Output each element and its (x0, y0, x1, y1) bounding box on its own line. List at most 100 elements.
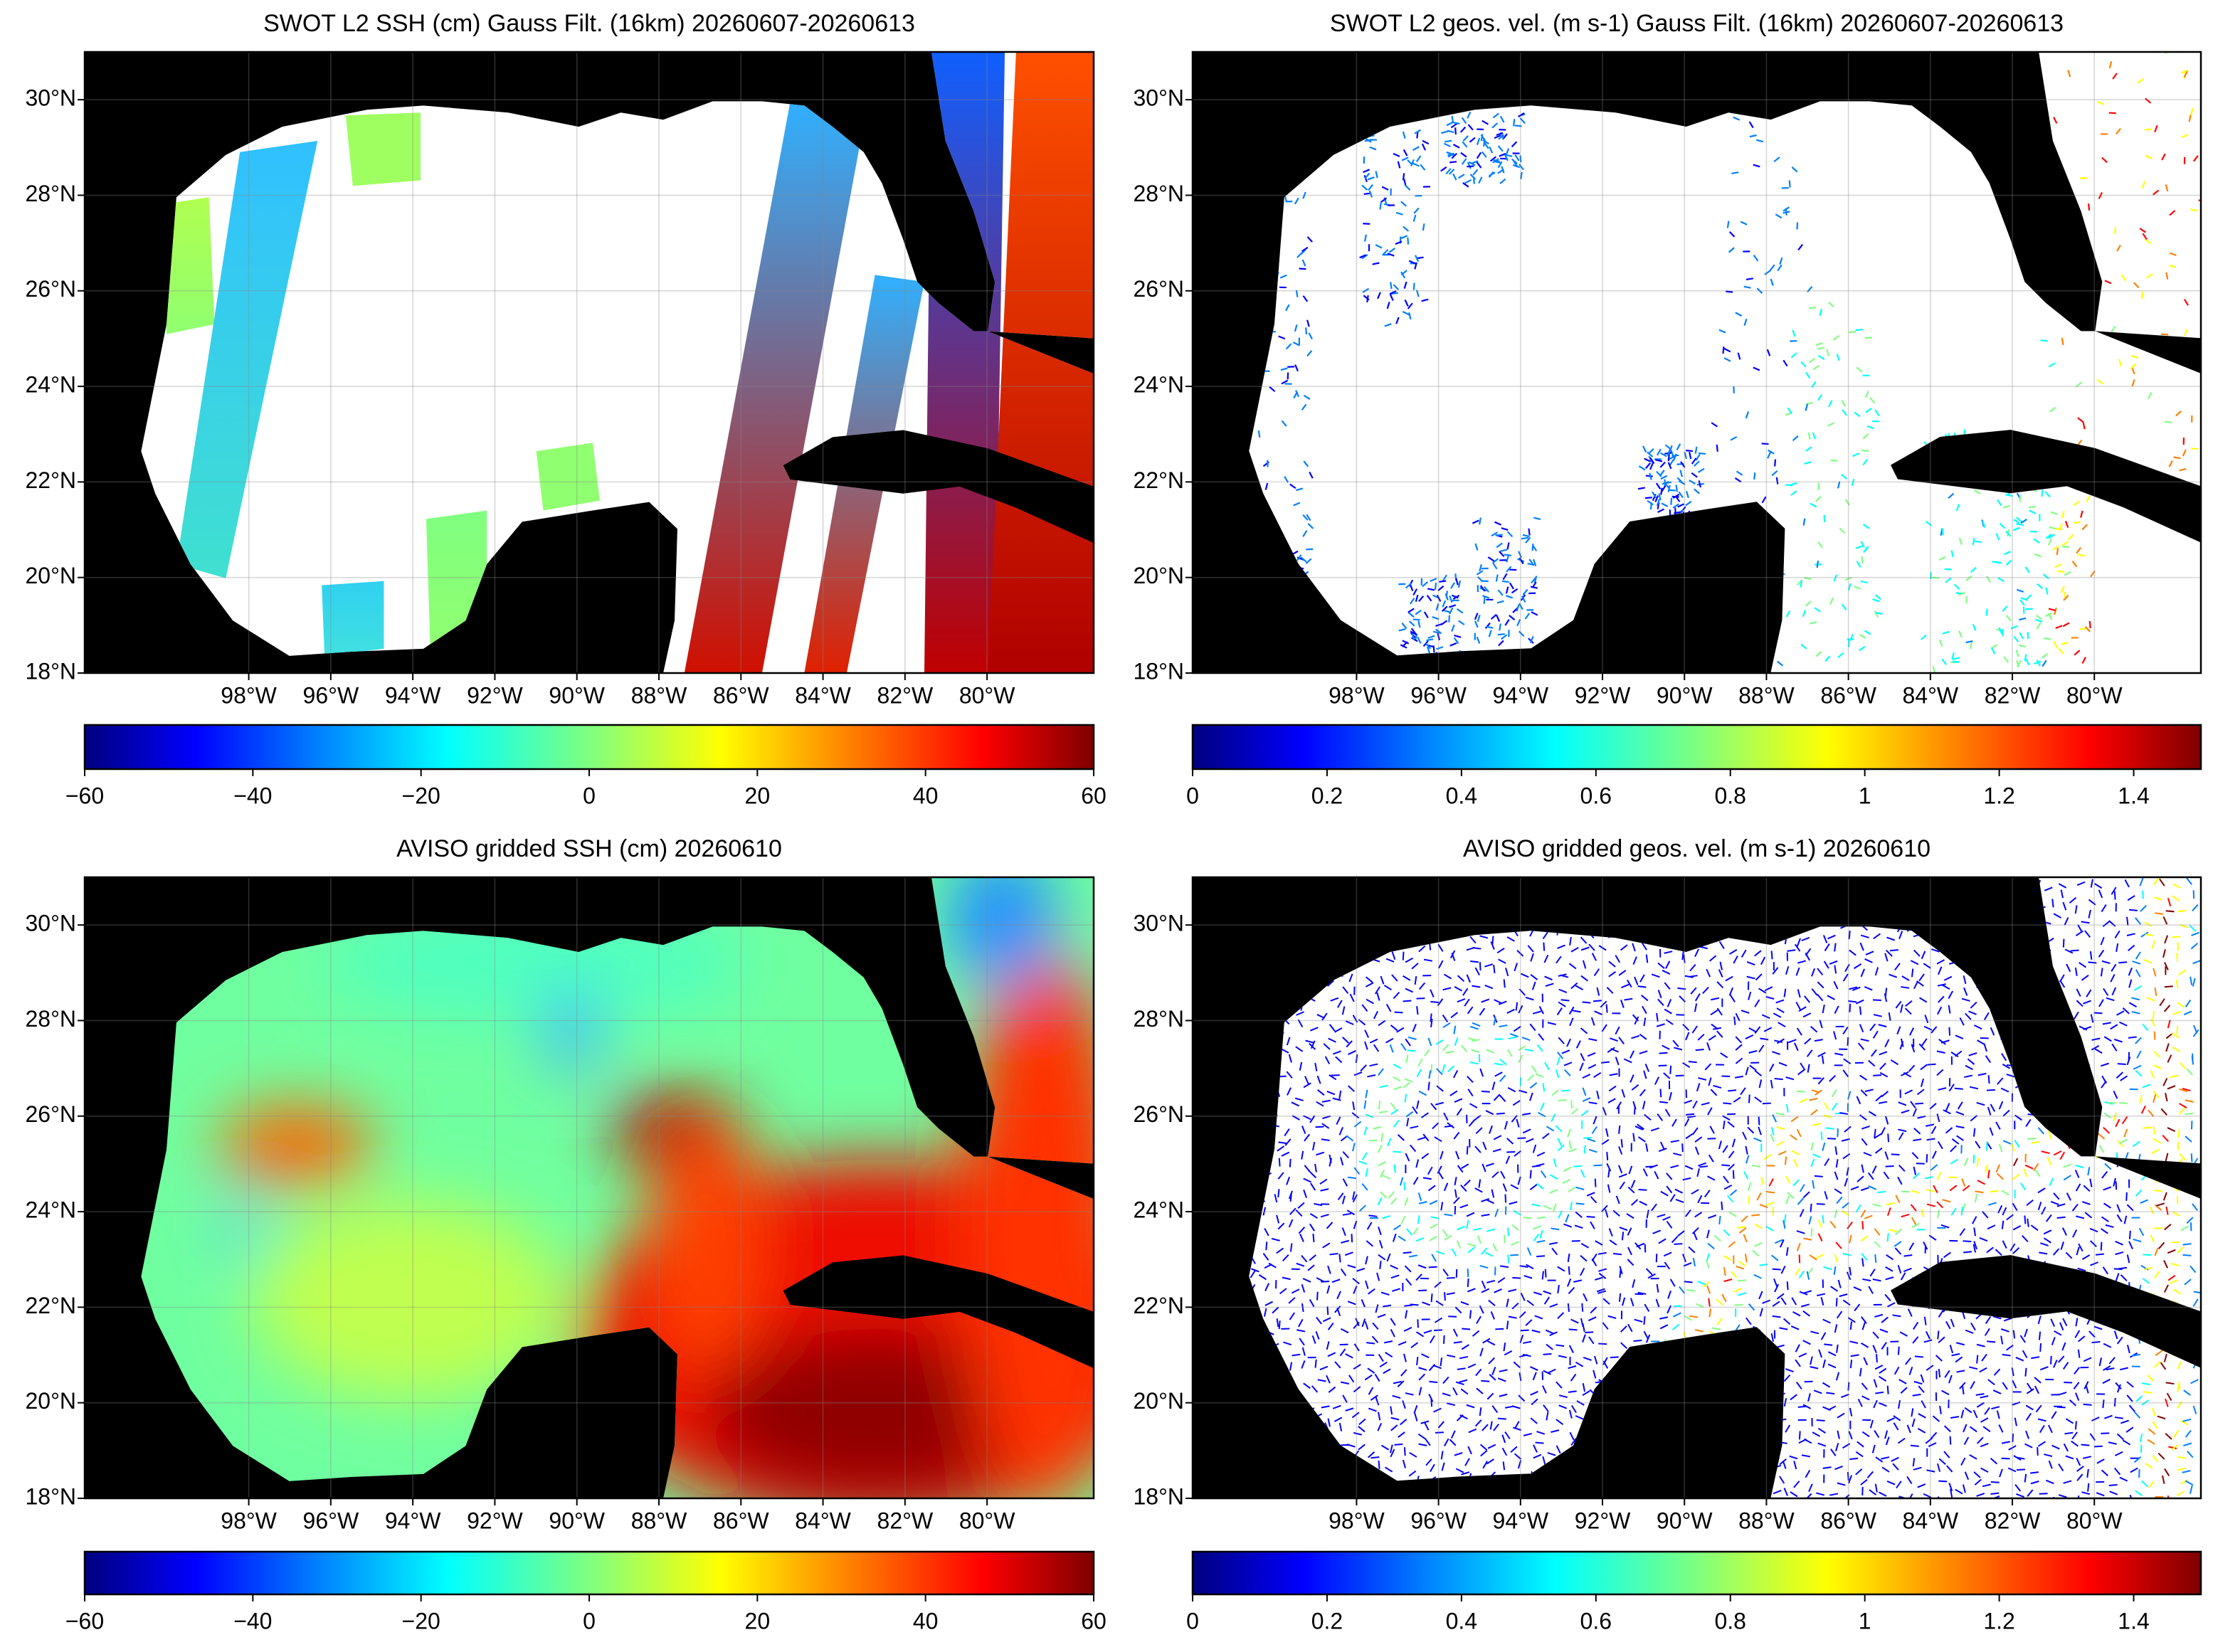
velocity-arrow (1651, 973, 1660, 978)
velocity-arrow (1378, 1020, 1386, 1027)
velocity-arrow (1692, 1257, 1696, 1267)
y-tick-label: 30°N (1134, 85, 1185, 111)
velocity-arrow (1467, 1246, 1476, 1254)
velocity-arrow (1684, 1118, 1690, 1127)
velocity-arrow (1588, 1101, 1597, 1105)
velocity-arrow (1381, 186, 1389, 191)
x-tick-label: 86°W (713, 682, 769, 708)
velocity-arrow (2084, 1212, 2093, 1219)
velocity-arrow (1296, 554, 1302, 561)
velocity-arrow (1467, 1278, 1469, 1288)
velocity-arrow (1513, 1025, 1521, 1032)
velocity-arrow (1645, 1143, 1649, 1152)
velocity-arrow (1855, 1204, 1861, 1213)
velocity-arrow (1536, 1239, 1546, 1244)
velocity-arrow (1657, 990, 1662, 999)
velocity-arrow (1755, 973, 1763, 981)
velocity-arrow (1801, 1454, 1810, 1458)
velocity-arrow (1864, 1214, 1873, 1219)
velocity-arrow (1649, 1164, 1658, 1169)
velocity-arrow (1503, 1343, 1506, 1352)
velocity-arrow (1452, 121, 1460, 125)
velocity-arrow (1682, 1177, 1691, 1181)
velocity-arrow (1678, 491, 1684, 499)
velocity-arrow (2077, 1349, 2081, 1358)
velocity-arrow (1970, 566, 1977, 573)
velocity-arrow (1763, 1154, 1772, 1160)
velocity-arrow (2002, 629, 2004, 637)
velocity-arrow (1743, 1234, 1748, 1243)
velocity-arrow (2057, 1355, 2065, 1363)
velocity-arrow (1469, 1103, 1478, 1109)
velocity-arrow (1860, 580, 1868, 584)
velocity-arrow (1378, 1068, 1384, 1076)
velocity-arrow (1608, 1228, 1613, 1237)
velocity-arrow (1913, 1166, 1916, 1175)
velocity-arrow (1432, 645, 1435, 653)
velocity-arrow (1380, 1444, 1390, 1451)
ssh-feature (253, 1202, 565, 1399)
velocity-arrow (2163, 1005, 2171, 1012)
velocity-arrow (1763, 1027, 1773, 1032)
velocity-arrow (1866, 1471, 1874, 1479)
velocity-arrow (1457, 1165, 1464, 1173)
velocity-arrow (1568, 1266, 1570, 1275)
velocity-arrow (1664, 1108, 1671, 1117)
velocity-arrow (1849, 1003, 1852, 1012)
velocity-arrow (1479, 563, 1482, 572)
velocity-arrow (1759, 1308, 1763, 1317)
velocity-arrow (1898, 1132, 1904, 1140)
velocity-arrow (1378, 1254, 1386, 1261)
velocity-arrow (2157, 1415, 2166, 1420)
velocity-arrow (2073, 1011, 2079, 1020)
velocity-arrow (1445, 1050, 1454, 1054)
map-frame (83, 876, 1095, 1500)
velocity-arrow (1827, 1351, 1837, 1357)
velocity-arrow (1364, 1041, 1368, 1050)
velocity-arrow (1643, 1017, 1647, 1027)
velocity-arrow (1874, 1147, 1883, 1154)
velocity-arrow (1462, 1328, 1471, 1330)
velocity-arrow (1970, 1381, 1975, 1389)
velocity-arrow (2002, 1140, 2012, 1145)
velocity-arrow (1834, 1209, 1838, 1219)
velocity-arrow (1363, 1126, 1368, 1135)
velocity-arrow (1985, 1164, 1989, 1173)
velocity-arrow (1492, 562, 1498, 570)
velocity-arrow (1454, 1206, 1457, 1214)
velocity-arrow (1847, 1091, 1852, 1100)
velocity-arrow (1761, 496, 1767, 504)
velocity-arrow (1570, 1373, 1577, 1382)
velocity-arrow (2037, 1187, 2046, 1194)
velocity-arrow (1332, 1050, 1341, 1055)
velocity-arrow (1678, 480, 1686, 485)
velocity-arrow (1277, 1145, 1285, 1152)
velocity-arrow (1341, 1006, 1346, 1015)
velocity-arrow (1332, 1097, 1341, 1101)
velocity-arrow (2098, 949, 2105, 958)
velocity-arrow (1282, 1254, 1289, 1262)
velocity-arrow (1778, 1022, 1786, 1027)
velocity-arrow (2071, 1204, 2079, 1212)
velocity-arrow (1576, 1400, 1585, 1406)
velocity-arrow (1467, 1269, 1469, 1278)
velocity-arrow (1476, 570, 1484, 576)
velocity-arrow (1822, 935, 1828, 943)
velocity-arrow (1500, 549, 1508, 552)
velocity-arrow (1704, 1063, 1712, 1071)
velocity-arrow (1593, 968, 1600, 977)
velocity-arrow (1518, 1045, 1526, 1052)
velocity-arrow (1454, 1098, 1463, 1103)
velocity-arrow (1556, 1057, 1560, 1066)
velocity-arrow (1504, 554, 1511, 556)
velocity-arrow (1881, 1091, 1889, 1098)
velocity-arrow (1403, 226, 1410, 232)
velocity-arrow (1802, 1191, 1810, 1199)
velocity-arrow (1948, 990, 1954, 999)
velocity-arrow (1321, 1099, 1331, 1103)
velocity-arrow (1864, 986, 1873, 991)
velocity-arrow (2115, 1382, 2122, 1389)
velocity-arrow (1455, 578, 1459, 586)
swath (322, 581, 384, 656)
velocity-arrow (1394, 1011, 1403, 1014)
